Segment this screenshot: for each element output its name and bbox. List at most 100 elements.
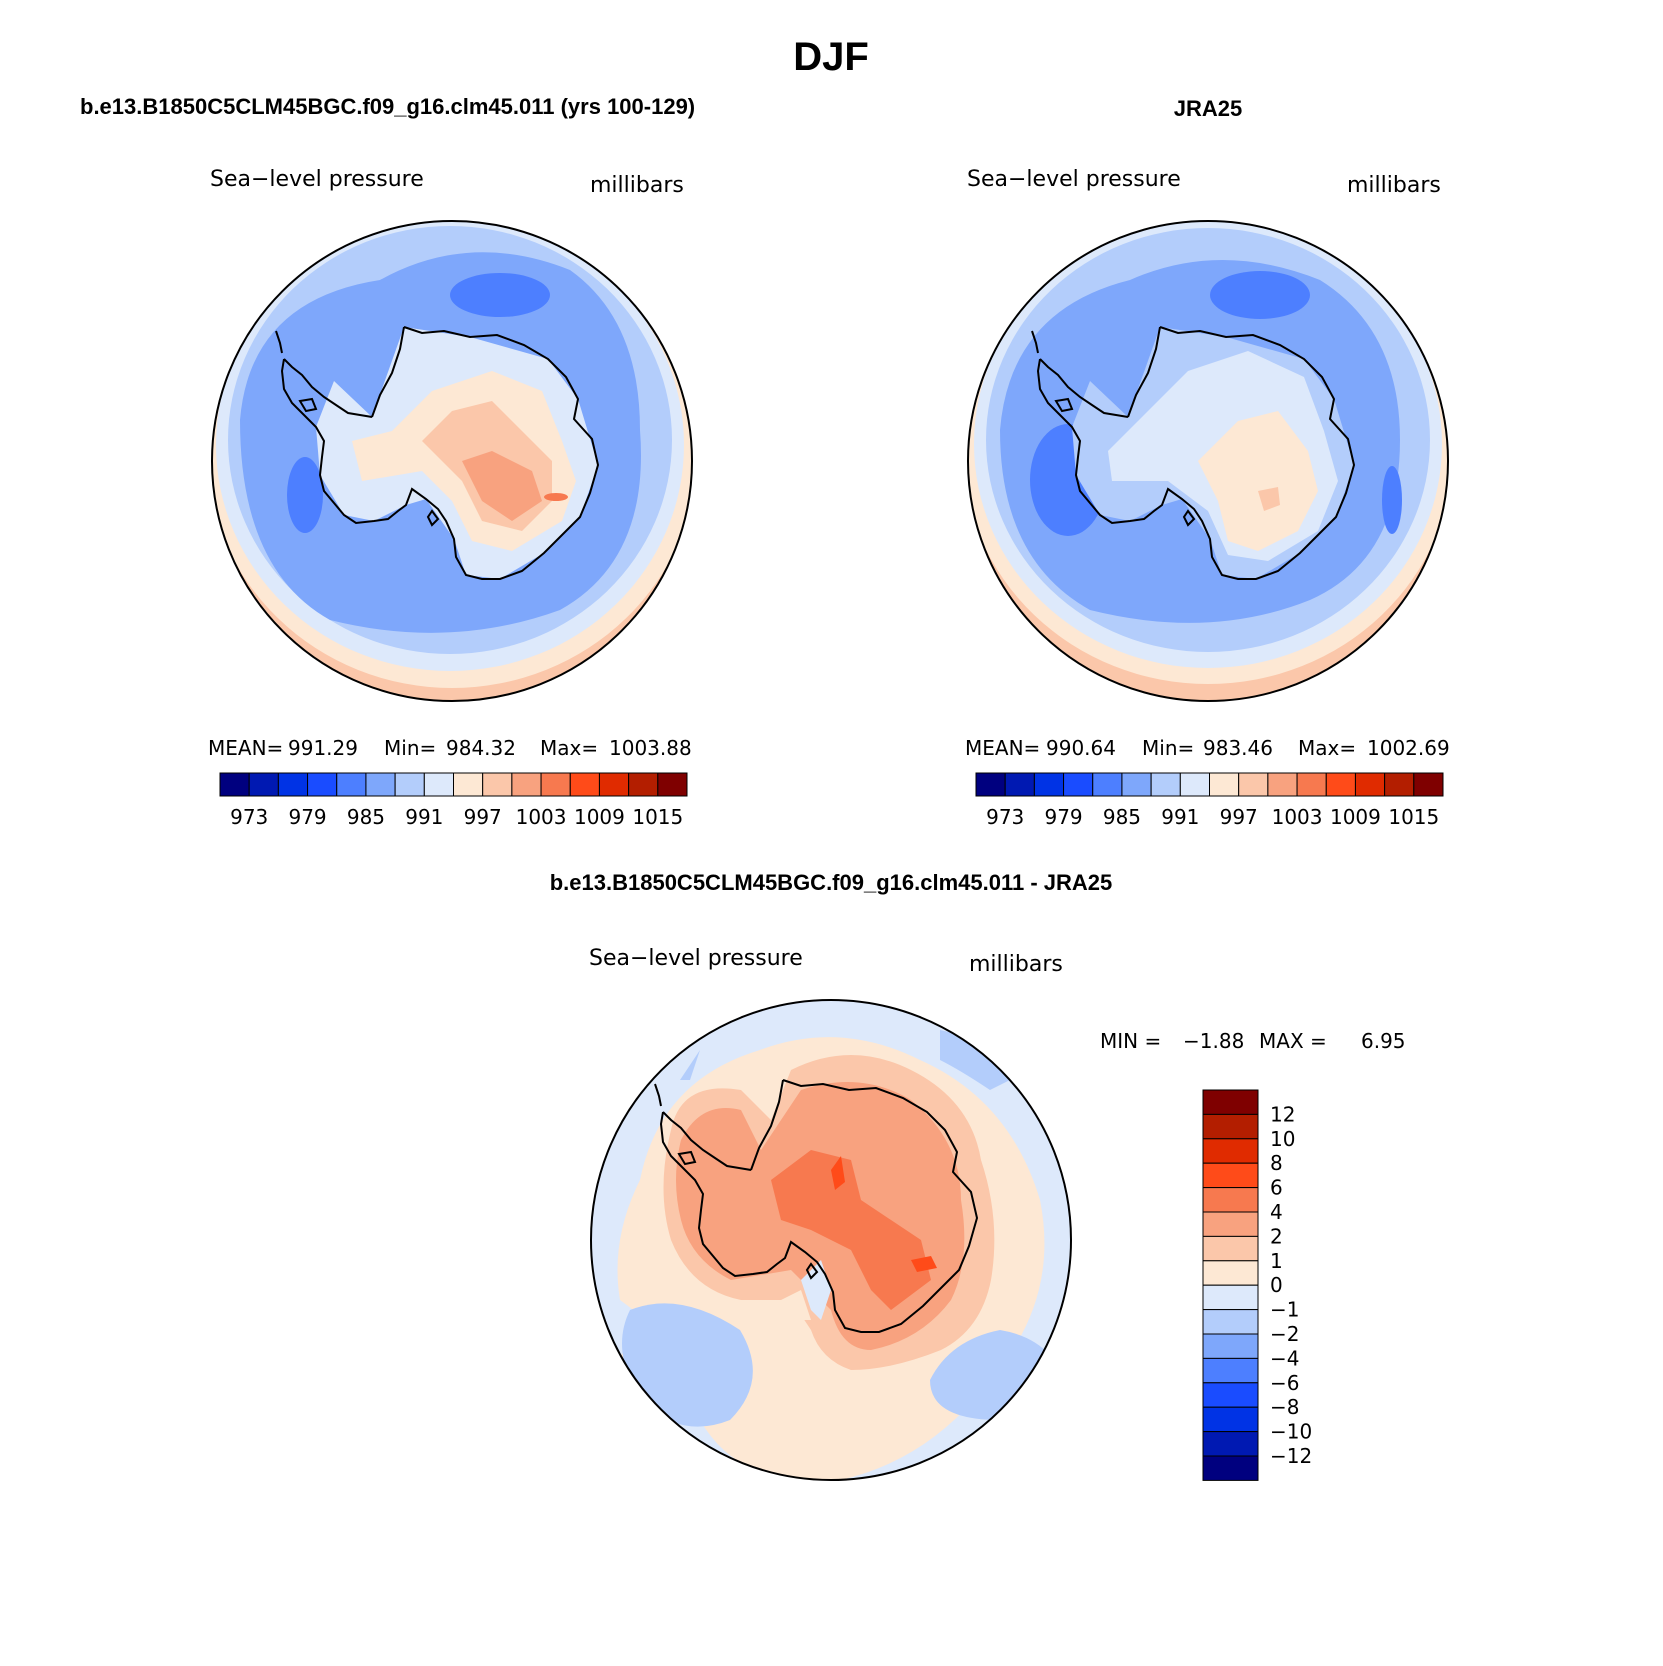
model-colorbar-swatch: [365, 772, 396, 797]
panel-model-heading: b.e13.B1850C5CLM45BGC.f09_g16.clm45.011 …: [80, 94, 695, 119]
panel-obs-max: 1002.69: [1367, 736, 1450, 760]
model-colorbar-swatch: [307, 772, 338, 797]
diff-colorbar-tick-label: 1: [1270, 1249, 1283, 1273]
panel-model-stats: MEAN= 991.29 Min= 984.32 Max= 1003.88: [208, 736, 692, 760]
diff-colorbar-swatch: [1202, 1235, 1259, 1262]
obs-colorbar-swatch: [1354, 772, 1386, 797]
model-colorbar-swatch: [453, 772, 484, 797]
obs-colorbar-swatch: [1150, 772, 1181, 797]
obs-colorbar-swatch: [1033, 772, 1065, 797]
diff-colorbar-tick-label: 8: [1270, 1151, 1283, 1175]
panel-model-map-border: [211, 220, 693, 702]
obs-colorbar-tick-label: 1015: [1388, 805, 1439, 829]
panel-diff-min-label: MIN =: [1100, 1029, 1161, 1053]
panel-model-mean: 991.29: [288, 736, 358, 760]
diff-colorbar-swatch: [1202, 1406, 1259, 1433]
model-colorbar-tick-label: 985: [347, 805, 385, 829]
panel-obs-stats: MEAN= 990.64 Min= 983.46 Max= 1002.69: [965, 736, 1450, 760]
panel-obs-mean: 990.64: [1046, 736, 1116, 760]
panel-diff-max-label: MAX =: [1259, 1029, 1327, 1053]
panel-diff-map: [591, 1000, 1071, 1480]
obs-colorbar-tick-label: 979: [1044, 805, 1082, 829]
model-colorbar-swatch: [219, 772, 250, 797]
model-colorbar-swatch: [511, 772, 542, 797]
obs-colorbar-tick-label: 1009: [1330, 805, 1381, 829]
model-colorbar-swatch: [248, 772, 279, 797]
model-colorbar-swatch: [336, 772, 367, 797]
model-colorbar-swatch: [598, 772, 630, 797]
obs-colorbar-swatch: [1179, 772, 1210, 797]
diff-colorbar-swatch: [1202, 1211, 1259, 1237]
diff-colorbar-tick-label: 2: [1270, 1224, 1283, 1248]
obs-colorbar-swatch: [1384, 772, 1415, 797]
panel-diff-stats: MIN = −1.88 MAX = 6.95: [1100, 1029, 1406, 1053]
model-colorbar-swatch: [657, 772, 688, 797]
obs-colorbar-swatch: [1004, 772, 1035, 797]
diff-colorbar-swatch: [1202, 1357, 1259, 1384]
diff-colorbar-swatch: [1202, 1284, 1259, 1311]
panel-obs-min: 983.46: [1203, 736, 1273, 760]
obs-colorbar-swatch: [1267, 772, 1298, 797]
model-colorbar-tick-label: 1003: [516, 805, 567, 829]
diff-colorbar-swatch: [1202, 1260, 1259, 1286]
diff-colorbar-tick-label: −8: [1270, 1395, 1299, 1419]
obs-colorbar-swatch: [1413, 772, 1444, 797]
model-colorbar-swatch: [569, 772, 600, 797]
model-colorbar-swatch: [394, 772, 425, 797]
diff-colorbar-swatch: [1202, 1333, 1259, 1359]
diff-colorbar-tick-label: −12: [1270, 1444, 1312, 1468]
panel-diff: b.e13.B1850C5CLM45BGC.f09_g16.clm45.011 …: [550, 870, 1406, 1481]
obs-colorbar-swatch: [1296, 772, 1327, 797]
diff-colorbar-swatch: [1202, 1089, 1259, 1115]
panel-obs-max-label: Max=: [1298, 736, 1356, 760]
diff-colorbar-tick-label: 12: [1270, 1102, 1295, 1126]
panel-diff-heading: b.e13.B1850C5CLM45BGC.f09_g16.clm45.011 …: [550, 870, 1113, 895]
diff-colorbar-tick-label: −6: [1270, 1371, 1299, 1395]
panel-obs-variable: Sea−level pressure: [967, 167, 1181, 192]
diff-colorbar-tick-label: −10: [1270, 1420, 1312, 1444]
obs-colorbar-swatch: [975, 772, 1006, 797]
panel-obs-colorbar: 973 979 985 991 997 1003 1009 1015: [975, 772, 1444, 829]
obs-colorbar-tick-label: 973: [986, 805, 1024, 829]
model-colorbar-tick-label: 973: [230, 805, 268, 829]
diff-colorbar-swatch: [1202, 1431, 1259, 1457]
panel-diff-variable: Sea−level pressure: [589, 946, 803, 971]
diff-colorbar-tick-label: −2: [1270, 1322, 1299, 1346]
model-colorbar-tick-label: 997: [464, 805, 502, 829]
model-colorbar-tick-label: 1009: [574, 805, 625, 829]
panel-obs-map: [968, 221, 1448, 701]
diff-colorbar-swatch: [1202, 1455, 1259, 1481]
panel-model-min: 984.32: [446, 736, 516, 760]
panel-model-max-label: Max=: [540, 736, 598, 760]
panel-obs-units: millibars: [1347, 173, 1441, 198]
model-colorbar-swatch: [628, 772, 659, 797]
panel-diff-min: −1.88: [1183, 1029, 1244, 1053]
obs-colorbar-tick-label: 991: [1161, 805, 1199, 829]
obs-colorbar-tick-label: 985: [1103, 805, 1141, 829]
diff-colorbar-tick-label: 0: [1270, 1273, 1283, 1297]
panel-model-map: [212, 221, 692, 701]
diff-colorbar-tick-label: −1: [1270, 1298, 1299, 1322]
diff-colorbar-tick-label: 6: [1270, 1176, 1283, 1200]
panel-obs-min-label: Min=: [1142, 736, 1194, 760]
model-colorbar-tick-label: 979: [288, 805, 326, 829]
model-colorbar-tick-label: 1015: [632, 805, 683, 829]
diff-colorbar-swatch: [1202, 1382, 1259, 1408]
diff-colorbar-tick-label: −4: [1270, 1346, 1299, 1370]
model-colorbar-swatch: [482, 772, 513, 797]
diff-colorbar-swatch: [1202, 1113, 1259, 1140]
panel-model-max: 1003.88: [609, 736, 692, 760]
diff-colorbar-swatch: [1202, 1309, 1259, 1335]
obs-colorbar-swatch: [1325, 772, 1356, 797]
model-colorbar-swatch: [540, 772, 571, 797]
panel-model-colorbar: 973 979 985 991 997 1003 1009 1015: [219, 772, 688, 829]
diff-colorbar-tick-label: 4: [1270, 1200, 1283, 1224]
obs-colorbar-tick-label: 997: [1220, 805, 1258, 829]
figure-title: DJF: [793, 35, 869, 79]
model-colorbar-swatch: [277, 772, 309, 797]
diff-colorbar-swatch: [1202, 1162, 1259, 1189]
obs-colorbar-swatch: [1209, 772, 1240, 797]
model-colorbar-swatch: [423, 772, 454, 797]
panel-diff-units: millibars: [969, 952, 1063, 977]
